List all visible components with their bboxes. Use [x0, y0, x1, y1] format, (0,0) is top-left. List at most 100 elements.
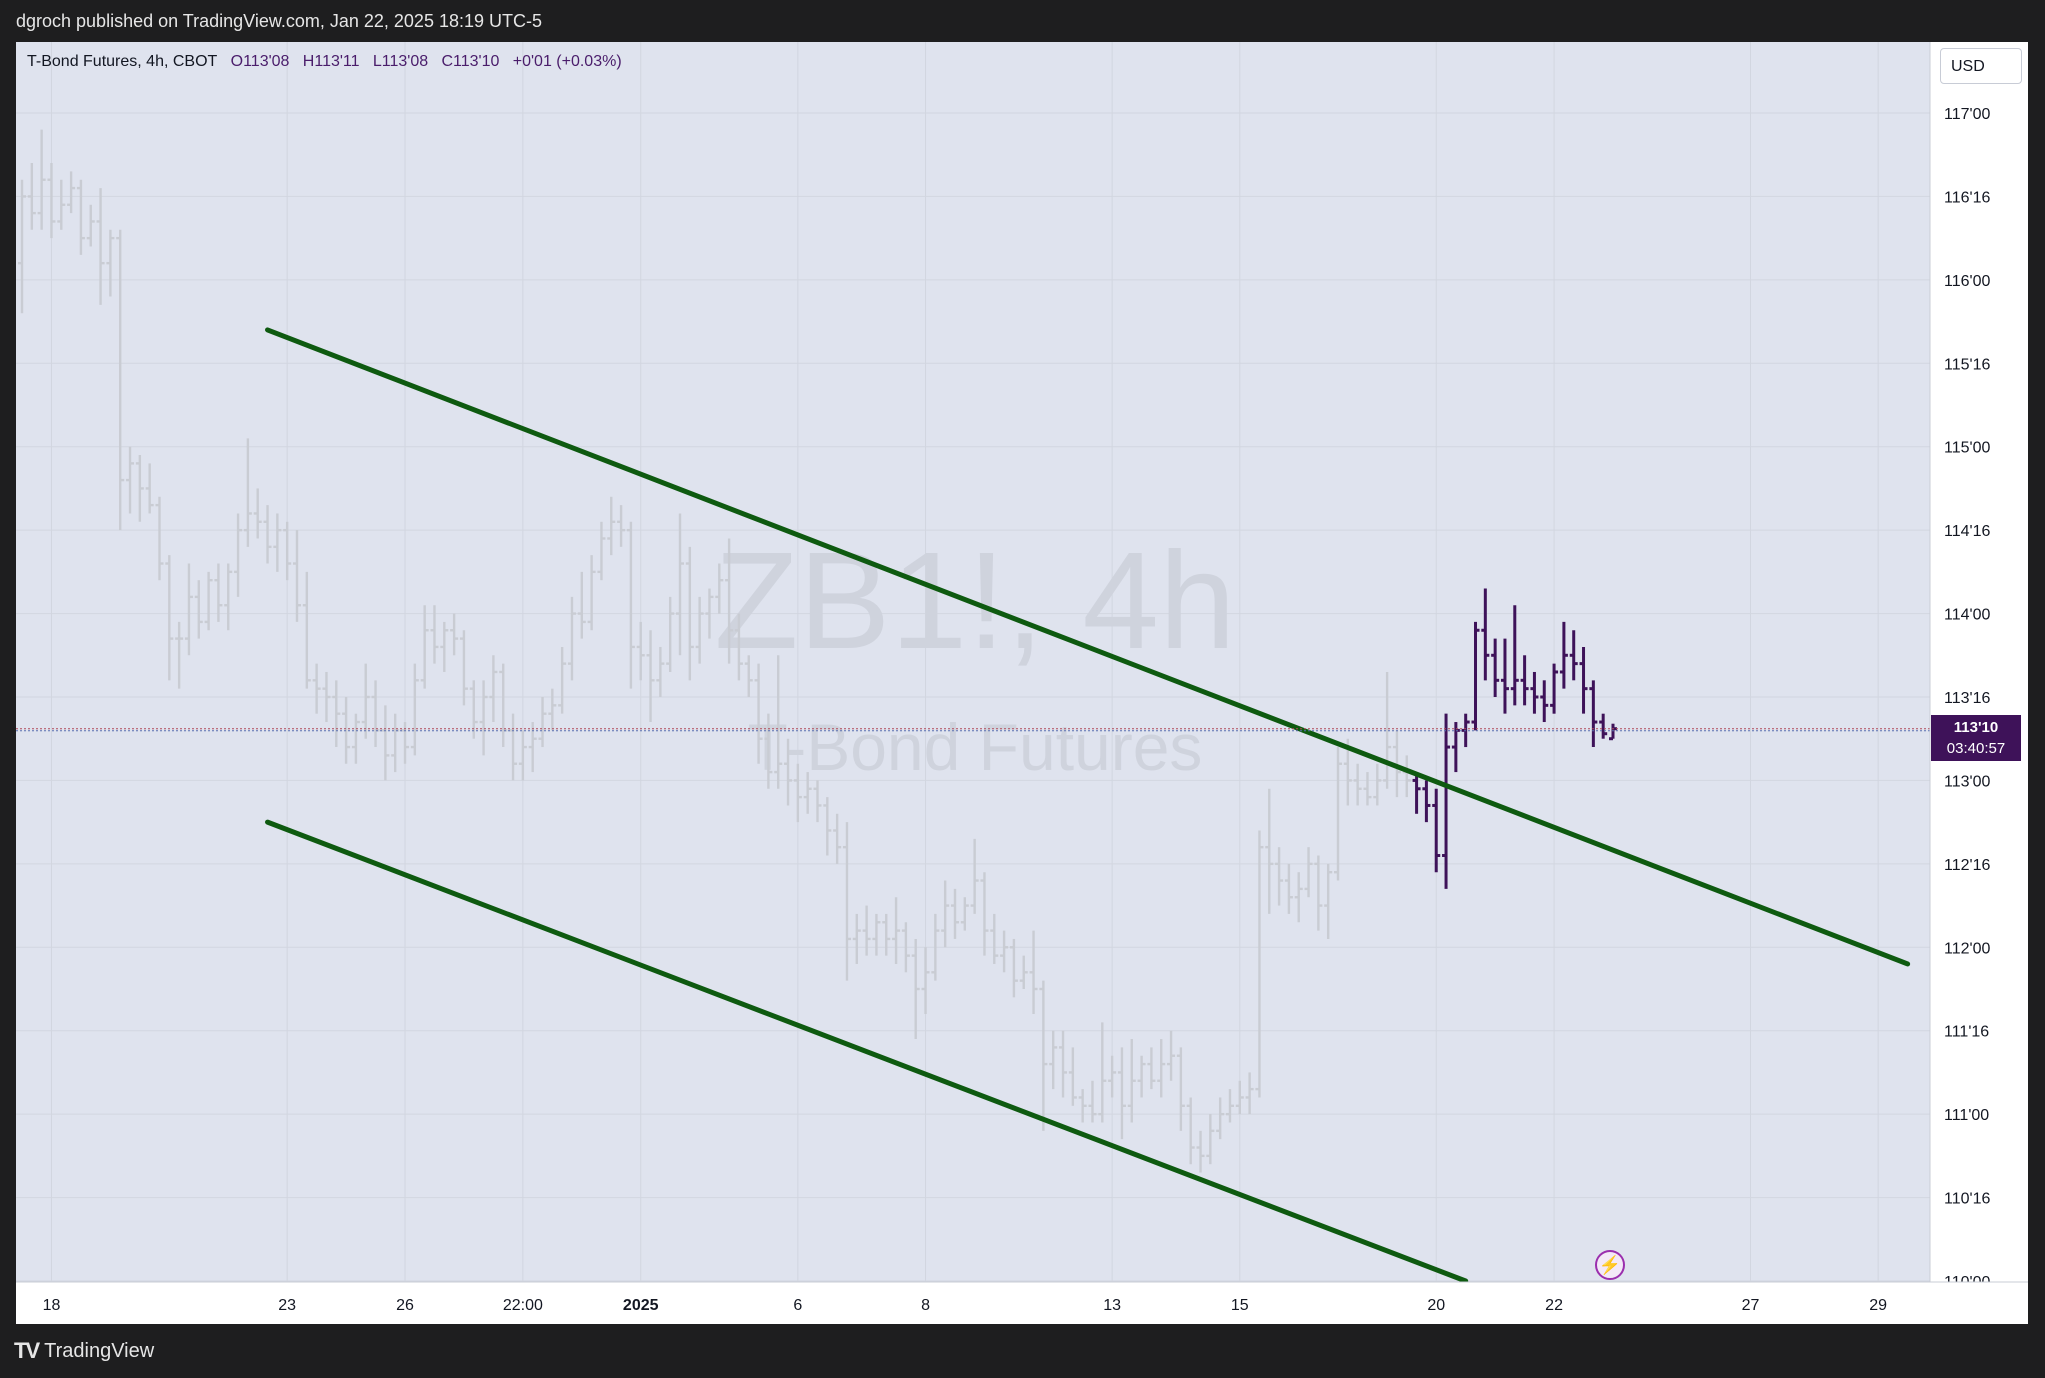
- time-tick-label: 27: [1742, 1297, 1760, 1314]
- footer-bar: TV TradingView: [0, 1324, 2045, 1378]
- ohlc-bar: [1049, 1030, 1058, 1090]
- ohlc-bar: [450, 613, 459, 656]
- ohlc-bar: [351, 713, 360, 764]
- ohlc-bar: [165, 555, 174, 681]
- last-price-line: [16, 728, 1931, 732]
- ohlc-bar: [371, 680, 380, 748]
- ohlc-bar: [528, 722, 537, 773]
- ohlc-bar: [950, 888, 959, 939]
- ohlc-bar: [1324, 863, 1333, 939]
- ohlc-bar: [47, 163, 56, 239]
- ohlc-bar: [27, 163, 36, 230]
- ohlc-bar-active: [1442, 713, 1451, 889]
- ohlc-bar: [666, 596, 675, 672]
- legend-instrument: T-Bond Futures, 4h, CBOT: [27, 53, 218, 70]
- ohlc-bar-active: [1559, 621, 1568, 689]
- ohlc-bar: [990, 913, 999, 964]
- ohlc-bar: [1088, 1080, 1097, 1123]
- ohlc-bar: [1353, 763, 1362, 806]
- ohlc-bar: [126, 446, 135, 514]
- ohlc-bar: [292, 530, 301, 622]
- symbol-watermark: ZB1!, 4h T-Bond Futures: [714, 524, 1236, 784]
- ohlc-bar: [1059, 1030, 1068, 1098]
- ohlc-bar: [941, 880, 950, 948]
- ohlc-bar-active: [1422, 780, 1431, 823]
- ohlc-bar: [1383, 671, 1392, 789]
- ohlc-bar: [1275, 847, 1284, 906]
- chart-grid: [16, 42, 1930, 1282]
- price-tick-label: 113'16: [1944, 690, 1990, 707]
- price-tick-label: 115'00: [1944, 440, 1990, 457]
- ohlc-bar: [695, 596, 704, 664]
- ohlc-bar: [509, 713, 518, 781]
- ohlc-bar: [1019, 955, 1028, 989]
- ohlc-bar: [391, 713, 400, 773]
- ohlc-bar: [243, 438, 252, 547]
- time-tick-label: 20: [1427, 1297, 1445, 1314]
- ohlc-bar: [607, 496, 616, 556]
- ohlc-bar: [1265, 788, 1274, 914]
- ohlc-bar: [96, 188, 105, 305]
- ohlc-bar: [283, 521, 292, 581]
- ohlc-bar-active: [1510, 605, 1519, 706]
- ohlc-bar: [469, 680, 478, 739]
- ohlc-bar: [676, 513, 685, 656]
- price-tick-label: 115'16: [1944, 356, 1990, 373]
- ohlc-bar: [184, 563, 193, 656]
- price-tick-label: 112'16: [1944, 857, 1990, 874]
- time-tick-label: 22:00: [503, 1297, 543, 1314]
- price-tick-label: 111'00: [1944, 1107, 1989, 1124]
- ohlc-bar: [1196, 1130, 1205, 1173]
- ohlc-bar-active: [1412, 772, 1421, 814]
- ohlc-bar-active: [1550, 663, 1559, 714]
- ohlc-bar: [361, 663, 370, 739]
- ohlc-bar: [67, 171, 76, 214]
- ohlc-bar-active: [1530, 671, 1539, 714]
- lightning-bolt-icon[interactable]: ⚡: [1595, 1250, 1625, 1280]
- ohlc-bar: [705, 588, 714, 639]
- price-tick-label: 117'00: [1944, 106, 1990, 123]
- ohlc-bar: [194, 580, 203, 639]
- ohlc-bar: [1235, 1080, 1244, 1115]
- price-tick-label: 110'16: [1944, 1191, 1990, 1208]
- ohlc-bar: [479, 680, 488, 756]
- ohlc-bar-active: [1599, 713, 1608, 739]
- ohlc-bar: [1167, 1030, 1176, 1081]
- ohlc-bar: [135, 455, 144, 522]
- ohlc-bar: [823, 797, 832, 856]
- ohlc-bar: [656, 646, 665, 697]
- ohlc-bar: [803, 772, 812, 814]
- ohlc-bar: [76, 179, 85, 255]
- ohlc-bar-active: [1589, 680, 1598, 748]
- ohlc-bar: [793, 763, 802, 823]
- ohlc-bar: [1078, 1089, 1087, 1123]
- ohlc-bar-active: [1500, 638, 1509, 714]
- time-tick-label: 18: [43, 1297, 61, 1314]
- tradingview-logo-icon: TV: [14, 1338, 40, 1363]
- ohlc-bar: [1176, 1047, 1185, 1131]
- ohlc-bar: [538, 697, 547, 748]
- price-tick-label: 114'16: [1944, 523, 1990, 540]
- time-axis: 18 23 26 22:00 2025 6 8 13 15 20 22 27 29: [16, 1281, 2028, 1324]
- ohlc-bar: [646, 630, 655, 723]
- ohlc-bar: [116, 229, 125, 531]
- publisher-bar: dgroch published on TradingView.com, Jan…: [0, 0, 2045, 42]
- currency-button[interactable]: USD: [1940, 48, 2022, 84]
- ohlc-bar: [440, 621, 449, 672]
- price-tick-label: 113'00: [1944, 773, 1990, 790]
- ohlc-bar: [224, 563, 233, 631]
- ohlc-bar: [882, 913, 891, 956]
- ohlc-bar: [342, 697, 351, 764]
- ohlc-bar: [57, 179, 66, 230]
- ohlc-bar: [911, 938, 920, 1040]
- price-tick-label: 112'00: [1944, 940, 1990, 957]
- ohlc-bar: [1334, 747, 1343, 881]
- ohlc-bar: [1009, 938, 1018, 998]
- ohlc-bar: [931, 913, 940, 981]
- ohlc-bar: [302, 571, 311, 689]
- ohlc-bar: [852, 913, 861, 964]
- tradingview-brand[interactable]: TV TradingView: [14, 1338, 154, 1364]
- ohlc-bar: [214, 563, 223, 622]
- price-axis-panel: [1930, 42, 2028, 1282]
